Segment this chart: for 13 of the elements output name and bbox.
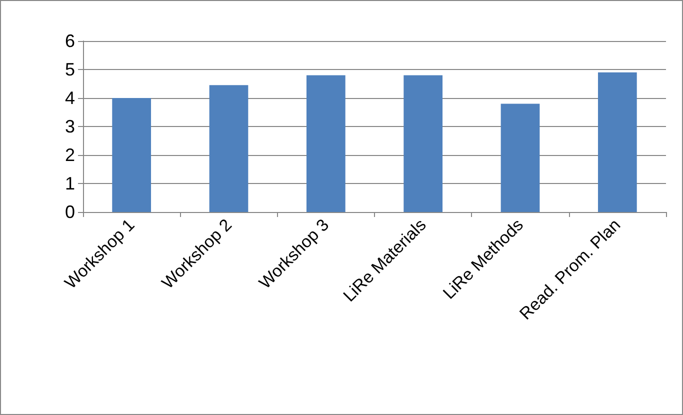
y-tick-label: 6 [64, 31, 75, 51]
bar [598, 72, 637, 212]
y-tick-label: 2 [64, 145, 75, 165]
y-tick-label: 0 [64, 202, 75, 222]
y-tick-label: 4 [64, 88, 75, 108]
bar [500, 104, 540, 212]
y-tick-label: 5 [64, 60, 75, 80]
bar [112, 98, 152, 212]
bar [306, 75, 346, 212]
bar [209, 85, 248, 212]
bar [404, 75, 443, 212]
y-tick-label: 3 [64, 116, 75, 136]
y-tick-label: 1 [64, 174, 75, 194]
